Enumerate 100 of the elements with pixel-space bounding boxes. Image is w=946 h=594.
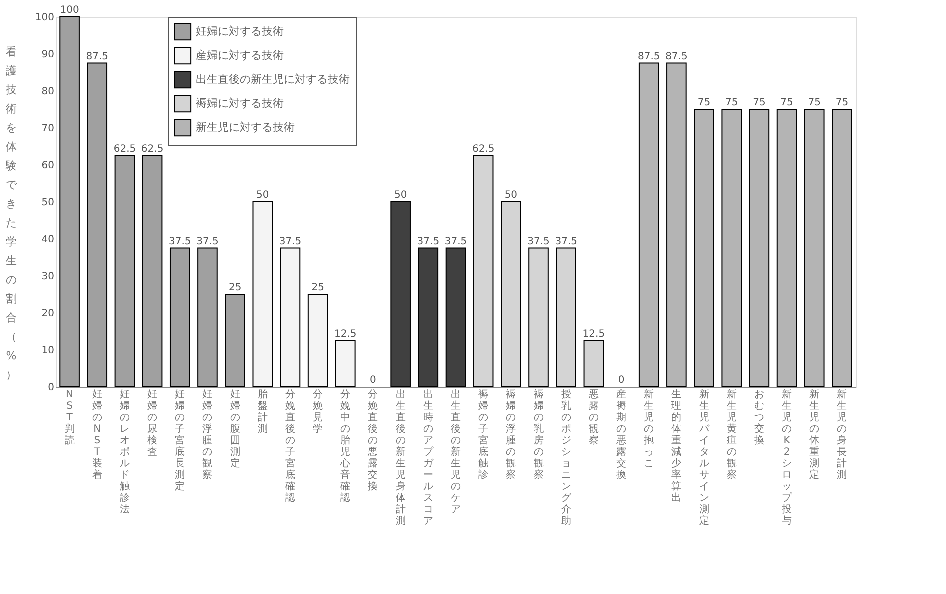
y-tick-label: 30 bbox=[42, 272, 54, 282]
bar bbox=[418, 248, 439, 388]
legend-label: 産婦に対する技術 bbox=[196, 49, 284, 62]
x-tick-label: 新生児の体重測定 bbox=[810, 388, 820, 481]
data-label: 87.5 bbox=[666, 51, 688, 62]
data-label: 25 bbox=[312, 282, 324, 294]
data-label: 50 bbox=[394, 190, 408, 201]
data-label: 75 bbox=[753, 98, 766, 108]
data-label: 37.5 bbox=[196, 236, 219, 248]
data-label: 0 bbox=[370, 375, 376, 386]
y-tick-label: 50 bbox=[42, 198, 54, 208]
category-label: 妊婦のレオポルド触診法 bbox=[120, 390, 130, 516]
y-tick-label: 40 bbox=[42, 234, 54, 246]
x-tick-label: 褥婦の乳房の観察 bbox=[534, 388, 544, 481]
y-tick-label: 0 bbox=[48, 382, 54, 394]
data-label: 0 bbox=[618, 375, 625, 386]
data-label: 75 bbox=[808, 98, 821, 108]
y-tick-label: 70 bbox=[42, 124, 54, 134]
legend-label: 褥婦に対する技術 bbox=[196, 97, 284, 110]
x-tick-label: 妊婦の腹囲測定 bbox=[230, 390, 240, 470]
x-tick-label: 褥婦の子宮底触診 bbox=[478, 388, 489, 481]
bar bbox=[666, 62, 687, 388]
bar bbox=[556, 248, 576, 388]
x-tick-label: 新生児の抱っこ bbox=[644, 388, 654, 470]
y-tick-label: 90 bbox=[42, 50, 54, 60]
y-tick-label: 80 bbox=[42, 86, 54, 98]
bar bbox=[308, 294, 328, 388]
bar bbox=[501, 202, 522, 388]
data-label: 37.5 bbox=[417, 236, 440, 248]
legend-label: 妊婦に対する技術 bbox=[196, 25, 284, 38]
bar bbox=[584, 340, 604, 388]
data-label: 37.5 bbox=[555, 236, 578, 248]
x-tick-label: 褥婦の浮腫の観察 bbox=[506, 388, 516, 481]
category-label: 生理的体重減少率算出 bbox=[672, 390, 682, 504]
data-label: 37.5 bbox=[444, 236, 468, 248]
data-label: 50 bbox=[256, 190, 270, 201]
bar bbox=[446, 248, 466, 388]
data-label: 62.5 bbox=[114, 144, 136, 155]
bar bbox=[473, 155, 494, 388]
bar bbox=[638, 62, 660, 388]
data-label: 75 bbox=[725, 98, 738, 108]
bar bbox=[804, 109, 825, 388]
bar bbox=[114, 155, 136, 388]
category-label: 新生児のK2シロップ投与 bbox=[782, 390, 792, 527]
bar bbox=[722, 109, 742, 388]
category-label: 出生時のアプガールスコア bbox=[423, 390, 434, 527]
bar bbox=[225, 294, 246, 388]
data-label: 37.5 bbox=[279, 236, 302, 248]
y-tick-label: 100 bbox=[35, 12, 54, 24]
bar bbox=[87, 62, 108, 388]
x-tick-label: 胎盤計測 bbox=[258, 388, 268, 435]
category-label: 分娩直後の子宮底確認 bbox=[285, 390, 296, 504]
bar bbox=[280, 248, 301, 388]
data-label: 62.5 bbox=[472, 144, 495, 155]
bar bbox=[776, 109, 798, 388]
data-label: 75 bbox=[698, 98, 711, 108]
y-tick-label: 10 bbox=[42, 346, 54, 356]
y-tick-label: 20 bbox=[42, 308, 54, 320]
bar bbox=[528, 248, 549, 388]
data-label: 87.5 bbox=[638, 51, 660, 62]
x-tick-label: NST判読 bbox=[64, 390, 75, 446]
category-label: 分娩中の胎児心音確認 bbox=[340, 390, 351, 504]
data-label: 62.5 bbox=[141, 144, 164, 155]
data-label: 37.5 bbox=[169, 236, 192, 248]
category-label: 出生直後の新生児のケア bbox=[451, 390, 461, 516]
x-tick-label: 妊婦のNST装着 bbox=[92, 390, 102, 481]
data-label: 100 bbox=[60, 5, 80, 16]
data-label: 75 bbox=[780, 98, 794, 108]
category-label: 授乳のポジショニング介助 bbox=[561, 390, 572, 527]
x-tick-label: 新生児の身長計測 bbox=[837, 388, 848, 481]
category-label: 妊婦の子宮底長測定 bbox=[175, 390, 186, 492]
x-tick-label: 妊婦の浮腫の観察 bbox=[202, 390, 213, 481]
x-tick-label: おむつ交換 bbox=[754, 390, 764, 446]
bar bbox=[170, 248, 190, 388]
category-label: 出生直後の新生児身体計測 bbox=[396, 390, 406, 527]
bar bbox=[198, 248, 218, 388]
bar bbox=[832, 109, 852, 388]
category-label: 分娩直後の悪露交換 bbox=[368, 390, 378, 492]
x-tick-label: 妊婦の尿検査 bbox=[148, 390, 158, 458]
legend-label: 出生直後の新生児に対する技術 bbox=[196, 73, 350, 86]
x-tick-label: 悪露の観察 bbox=[588, 390, 599, 446]
x-tick-label: 産褥期の悪露交換 bbox=[616, 388, 627, 481]
bar bbox=[142, 155, 163, 388]
bar bbox=[60, 16, 80, 388]
y-tick-label: 60 bbox=[42, 160, 54, 172]
data-label: 12.5 bbox=[582, 328, 606, 340]
data-label: 87.5 bbox=[86, 51, 109, 62]
data-label: 25 bbox=[228, 282, 242, 294]
bar bbox=[694, 109, 714, 388]
x-tick-label: 新生児黄疸の観察 bbox=[726, 388, 737, 481]
bar bbox=[336, 340, 356, 388]
x-tick-label: 分娩見学 bbox=[313, 388, 324, 435]
text: 看護技術を体験できた学生の割合（%） bbox=[6, 46, 17, 382]
data-label: 75 bbox=[836, 98, 849, 108]
data-label: 12.5 bbox=[334, 328, 357, 340]
data-label: 50 bbox=[504, 190, 518, 201]
data-label: 37.5 bbox=[528, 236, 550, 248]
category-label: 新生児バイタルサイン測定 bbox=[699, 390, 710, 527]
bar bbox=[390, 202, 411, 388]
bar bbox=[252, 202, 274, 388]
